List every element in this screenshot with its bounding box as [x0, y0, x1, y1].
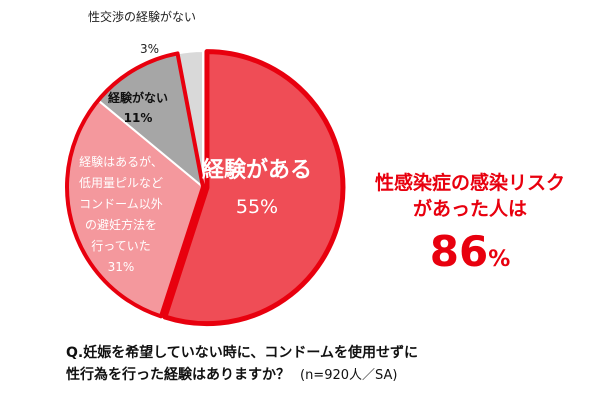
- slice-has-experience: [162, 49, 346, 327]
- label-text: 性交渉の経験がない: [88, 10, 197, 24]
- label-pct: 3%: [140, 42, 160, 56]
- label-line: コンドーム以外: [79, 197, 163, 211]
- label-pct: 11%: [123, 111, 153, 125]
- callout-number: 86: [429, 227, 489, 276]
- risk-callout: 性感染症の感染リスク があった人は 86%: [360, 170, 580, 286]
- slice-label-has-experience: 経験がある 55%: [202, 156, 312, 218]
- label-pct: 31%: [107, 260, 135, 274]
- label-pct: 55%: [235, 196, 279, 218]
- callout-line-1: 性感染症の感染リスク: [374, 172, 565, 194]
- sample-note: (n=920人／SA): [300, 368, 398, 383]
- label-line: の避妊方法を: [84, 218, 157, 232]
- slice-label-no-experience: 経験がない 11%: [108, 88, 168, 128]
- label-line: 経験はあるが、: [79, 155, 163, 169]
- label-line: 低用量ピルなど: [78, 176, 163, 190]
- slice-label-no-sex-experience: 性交渉の経験がない 3%: [88, 8, 196, 58]
- label-text: 経験がある: [202, 158, 313, 183]
- question-line-1: Q.妊娠を希望していない時に、コンドームを使用せずに: [66, 345, 418, 361]
- callout-unit: %: [488, 247, 511, 272]
- label-line: 行っていた: [91, 239, 151, 253]
- label-text: 経験がない: [108, 91, 169, 105]
- pie-slices: [65, 49, 346, 327]
- callout-value: 86%: [430, 226, 511, 286]
- callout-line-2: があった人は: [412, 198, 527, 220]
- slice-label-other-contraception: 経験はあるが、 低用量ピルなど コンドーム以外 の避妊方法を 行っていた 31%: [62, 152, 180, 278]
- risk-group-outline: [65, 51, 205, 319]
- survey-question: Q.妊娠を希望していない時に、コンドームを使用せずに 性行為を行った経験はありま…: [66, 342, 418, 387]
- question-line-2: 性行為を行った経験はありますか？: [66, 367, 290, 383]
